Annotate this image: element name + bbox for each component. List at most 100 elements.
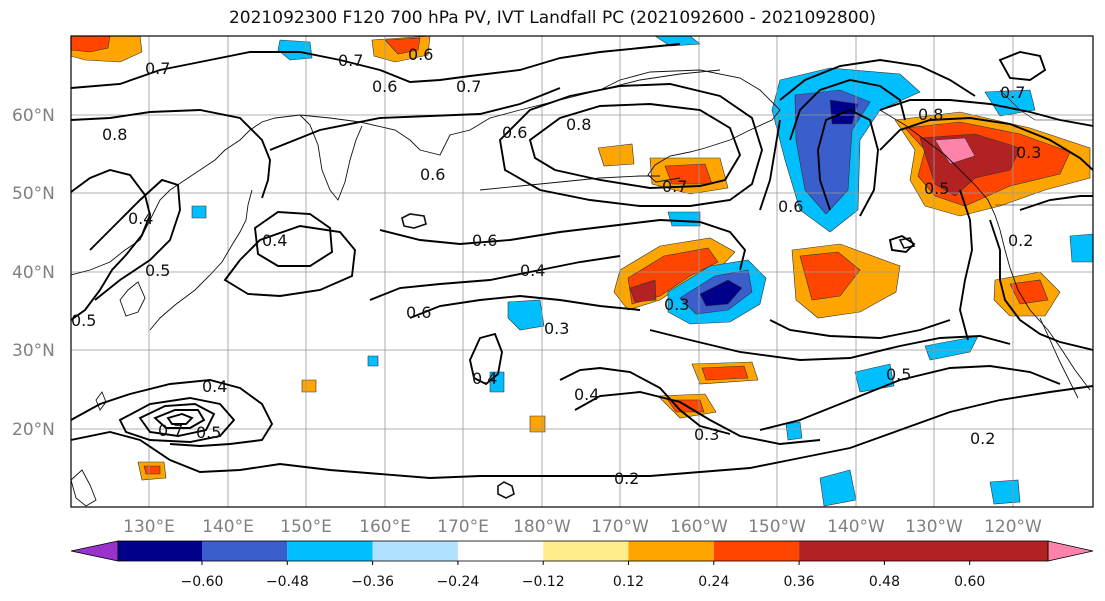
lon-label: 120°W bbox=[984, 517, 1042, 537]
contour bbox=[166, 412, 194, 425]
contour bbox=[138, 403, 216, 437]
graticule bbox=[71, 36, 1093, 507]
contour bbox=[879, 117, 1093, 171]
shade-blue bbox=[667, 211, 701, 227]
lon-label: 170°E bbox=[437, 517, 489, 537]
lon-label: 130°E bbox=[123, 517, 175, 537]
shade-red bbox=[143, 465, 161, 475]
contour bbox=[759, 119, 781, 211]
asia-coast bbox=[71, 69, 721, 276]
contour-label: 0.3 bbox=[664, 295, 689, 314]
colorbar-tick-label: 0.36 bbox=[784, 574, 815, 590]
coastlines bbox=[71, 69, 1093, 507]
colorbar-tick-label: −0.60 bbox=[181, 574, 224, 590]
shade-pink bbox=[934, 137, 976, 165]
aleutian-chain bbox=[479, 175, 660, 191]
contour bbox=[959, 189, 973, 341]
contour bbox=[779, 59, 976, 101]
colorbar-tick-label: 0.24 bbox=[698, 574, 729, 590]
contour-label: 0.5 bbox=[71, 311, 96, 330]
contour-label: 0.6 bbox=[372, 77, 397, 96]
plot-area bbox=[71, 36, 1093, 507]
plot-frame bbox=[70, 35, 1094, 508]
contour bbox=[498, 83, 763, 207]
shade-blue bbox=[924, 335, 979, 361]
shade-navy bbox=[699, 279, 743, 307]
contour bbox=[989, 219, 1093, 351]
contour-label: 0.4 bbox=[128, 209, 153, 228]
contour-label: 0.4 bbox=[472, 369, 497, 388]
contour-label: 0.6 bbox=[502, 123, 527, 142]
contour bbox=[888, 234, 916, 254]
lon-label: 140°E bbox=[202, 517, 254, 537]
lat-label: 50°N bbox=[12, 184, 55, 204]
shade-blue bbox=[854, 363, 895, 393]
colorbar-segment bbox=[202, 541, 288, 561]
contour-label: 0.3 bbox=[694, 425, 719, 444]
lat-label: 40°N bbox=[12, 263, 55, 283]
shade-blue bbox=[1069, 233, 1093, 263]
contour-label: 0.2 bbox=[614, 469, 639, 488]
contour bbox=[253, 211, 333, 267]
contour-label: 0.7 bbox=[662, 177, 687, 196]
contour bbox=[759, 365, 1061, 431]
shade-orange bbox=[301, 379, 317, 393]
contour bbox=[153, 409, 206, 429]
contour-label: 0.7 bbox=[1000, 83, 1025, 102]
lon-label: 160°W bbox=[670, 517, 728, 537]
colorbar-segment bbox=[287, 541, 373, 561]
shade-blue bbox=[984, 89, 1036, 117]
lat-label: 20°N bbox=[12, 420, 55, 440]
lon-label: 180°W bbox=[513, 517, 571, 537]
lon-label: 160°E bbox=[359, 517, 411, 537]
contour bbox=[817, 108, 879, 217]
shade-blue bbox=[507, 299, 545, 331]
colorbar-segment bbox=[628, 541, 714, 561]
contour-label: 0.5 bbox=[196, 423, 221, 442]
shade-orange bbox=[597, 143, 635, 167]
contour-label: 0.5 bbox=[924, 179, 949, 198]
contour bbox=[369, 255, 621, 301]
colorbar-tick-label: −0.24 bbox=[436, 574, 479, 590]
colorbar-tick-label: −0.12 bbox=[522, 574, 565, 590]
contour bbox=[789, 79, 906, 141]
contour-label: 0.8 bbox=[566, 115, 591, 134]
contour bbox=[379, 219, 747, 271]
colorbar-tick-label: −0.36 bbox=[351, 574, 394, 590]
contour bbox=[223, 225, 356, 297]
contour-label: 0.4 bbox=[574, 385, 599, 404]
contour bbox=[649, 329, 1011, 361]
contour-label: 0.7 bbox=[456, 77, 481, 96]
colorbar-segment bbox=[372, 541, 458, 561]
contour bbox=[879, 99, 1093, 127]
contour bbox=[469, 332, 503, 386]
contour-label: 0.3 bbox=[544, 319, 569, 338]
colorbar-frame bbox=[117, 540, 1049, 562]
contour bbox=[574, 391, 821, 445]
map-title: 2021092300 F120 700 hPa PV, IVT Landfall… bbox=[228, 8, 876, 28]
korea-coast bbox=[119, 281, 146, 317]
colorbar-segment bbox=[118, 541, 202, 561]
lon-label: 150°W bbox=[748, 517, 806, 537]
contour-label: 0.5 bbox=[886, 365, 911, 384]
kamchatka-coast bbox=[299, 114, 363, 201]
shade-blue bbox=[785, 421, 803, 441]
pv-contours bbox=[71, 43, 1093, 479]
contour-label: 0.4 bbox=[520, 261, 545, 280]
shade-orange bbox=[529, 415, 546, 433]
lon-label: 170°W bbox=[591, 517, 649, 537]
alaska-coast bbox=[599, 69, 781, 183]
contour bbox=[528, 103, 742, 189]
contour bbox=[269, 87, 561, 151]
contour-label: 0.7 bbox=[338, 51, 363, 70]
shade-blue bbox=[367, 355, 379, 367]
shade-darkred bbox=[629, 279, 657, 303]
colorbar-tick-label: −0.48 bbox=[266, 574, 309, 590]
lat-axis: 60°N 50°N 40°N 30°N 20°N bbox=[12, 106, 55, 440]
shade-red bbox=[384, 37, 421, 55]
colorbar-segment bbox=[713, 541, 800, 561]
shade-red bbox=[1009, 279, 1049, 305]
colorbar-tick-label: 0.48 bbox=[869, 574, 900, 590]
contour bbox=[118, 397, 236, 443]
